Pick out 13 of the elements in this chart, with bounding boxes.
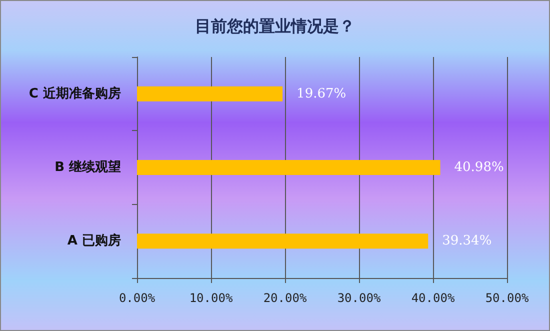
x-tick-label: 40.00%	[411, 291, 456, 305]
data-label: 40.98%	[454, 160, 504, 175]
x-tick-label: 20.00%	[263, 291, 308, 305]
data-label: 39.34%	[442, 234, 492, 249]
data-label: 19.67%	[296, 86, 346, 102]
x-tick-label: 30.00%	[337, 291, 382, 305]
x-tick-label: 10.00%	[189, 291, 234, 305]
y-tick-label: B 继续观望	[54, 159, 121, 175]
chart-title: 目前您的置业情况是？	[195, 16, 355, 36]
y-tick-label: C 近期准备购房	[28, 85, 121, 102]
x-tick-label: 0.00%	[118, 291, 156, 305]
y-tick-label: A 已购房	[67, 232, 121, 249]
x-tick-label: 50.00%	[485, 291, 530, 305]
